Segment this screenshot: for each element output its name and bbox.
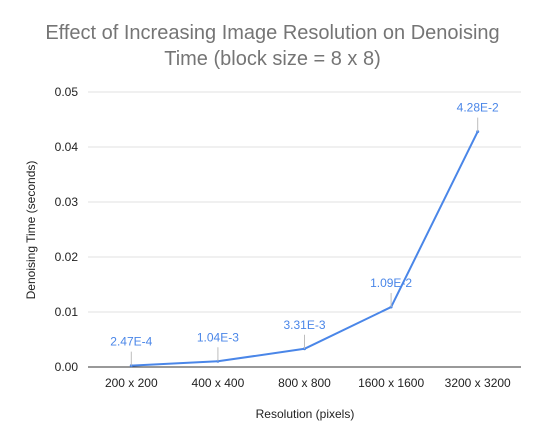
y-tick-label: 0.01 xyxy=(55,305,79,319)
gridlines xyxy=(88,92,521,312)
data-label: 3.31E-3 xyxy=(283,318,325,332)
y-axis-label: Denoising Time (seconds) xyxy=(24,161,38,300)
x-tick-label: 200 x 200 xyxy=(105,376,158,390)
x-tick-label: 3200 x 3200 xyxy=(445,376,511,390)
y-axis-ticks: 0.00 0.01 0.02 0.03 0.04 0.05 xyxy=(55,85,79,374)
x-tick-label: 800 x 800 xyxy=(278,376,331,390)
y-tick-label: 0.00 xyxy=(55,360,79,374)
y-tick-label: 0.03 xyxy=(55,195,79,209)
x-tick-label: 400 x 400 xyxy=(192,376,245,390)
x-tick-label: 1600 x 1600 xyxy=(358,376,424,390)
data-label: 4.28E-2 xyxy=(457,101,499,115)
y-tick-label: 0.05 xyxy=(55,85,79,99)
data-label: 1.09E-2 xyxy=(370,276,412,290)
data-labels: 2.47E-4 1.04E-3 3.31E-3 1.09E-2 4.28E-2 xyxy=(110,101,499,366)
y-tick-label: 0.02 xyxy=(55,250,79,264)
x-axis-ticks: 200 x 200 400 x 400 800 x 800 1600 x 1600 32… xyxy=(105,376,511,390)
y-tick-label: 0.04 xyxy=(55,140,79,154)
data-label: 2.47E-4 xyxy=(110,335,152,349)
data-label: 1.04E-3 xyxy=(197,330,239,344)
x-axis-label: Resolution (pixels) xyxy=(256,407,355,421)
